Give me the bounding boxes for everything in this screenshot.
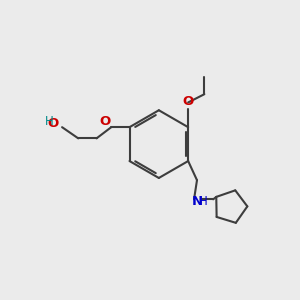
Text: O: O	[99, 116, 110, 128]
Text: O: O	[182, 95, 194, 108]
Text: O: O	[47, 117, 58, 130]
Text: N: N	[191, 195, 203, 208]
Text: H: H	[199, 195, 208, 208]
Text: H: H	[45, 116, 54, 128]
